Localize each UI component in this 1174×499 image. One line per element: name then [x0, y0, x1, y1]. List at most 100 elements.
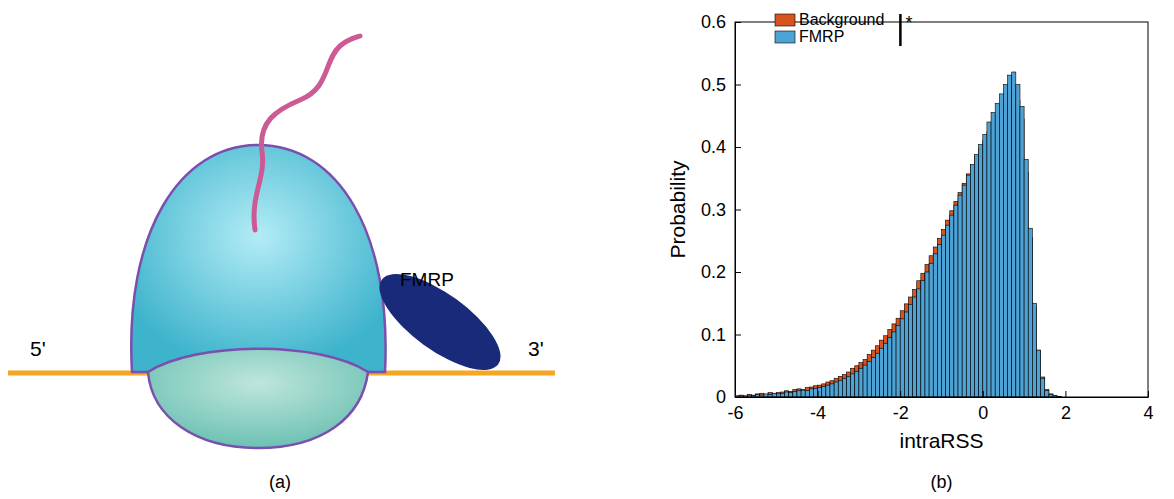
y-axis-title: Probability: [666, 160, 689, 259]
histogram-bar: [838, 376, 842, 397]
histogram-bar: [880, 340, 884, 397]
histogram-bar: [1016, 85, 1020, 398]
histogram-bar: [859, 368, 863, 397]
histogram-bar: [863, 360, 867, 398]
histogram-bar: [1012, 72, 1016, 397]
histogram-bar: [958, 195, 962, 397]
histogram-bar: [954, 205, 958, 397]
legend-entry: FMRP: [775, 28, 844, 45]
histogram-bar: [1008, 75, 1012, 397]
legend: BackgroundFMRP *: [775, 11, 912, 46]
y-tick: 0.1: [701, 325, 741, 345]
tick-mark: [983, 391, 984, 397]
histogram-bar: [970, 165, 974, 398]
histogram-bar: [962, 185, 966, 397]
histogram-bar: [818, 388, 822, 397]
histogram-bar: [789, 391, 793, 397]
histogram-bar: [896, 318, 900, 397]
histogram-bar: [987, 122, 991, 397]
tick-label: 0: [978, 403, 988, 423]
histogram-bar: [1032, 303, 1036, 397]
x-tick: -2: [893, 391, 909, 423]
tick-mark: [900, 391, 901, 397]
histogram-bar: [809, 387, 813, 397]
histogram-bar: [776, 393, 780, 397]
histogram-bar: [896, 326, 900, 397]
histogram-bar: [962, 183, 966, 397]
histogram-bar: [900, 319, 904, 397]
histogram-bar: [884, 336, 888, 397]
histogram-bar: [797, 391, 801, 397]
histogram-bar: [892, 332, 896, 397]
histogram-bar: [888, 338, 892, 397]
histogram-bar: [1036, 350, 1040, 397]
histogram-bar: [826, 385, 830, 397]
histogram-bar: [937, 245, 941, 398]
histogram-bar: [797, 389, 801, 397]
tick-label: 0.3: [701, 200, 726, 220]
histogram-bar: [913, 297, 917, 397]
histogram-bar: [871, 350, 875, 397]
histogram-bar: [838, 381, 842, 397]
histogram-bar: [851, 368, 855, 397]
histogram-bar: [813, 388, 817, 397]
histogram-bar: [921, 273, 925, 397]
histogram-bar: [1024, 160, 1028, 398]
tick-mark: [735, 335, 741, 336]
histogram-bar: [946, 225, 950, 397]
tick-mark: [1065, 391, 1066, 397]
histogram-bar: [822, 386, 826, 397]
significance-mark: *: [905, 13, 912, 33]
panel-label: (a): [269, 472, 291, 492]
histogram-bar: [785, 391, 789, 397]
y-tick: 0.3: [701, 200, 741, 220]
histogram-bar: [958, 193, 962, 397]
figure: 5'3'FMRP(a)-6-4-202400.10.20.30.40.50.6i…: [0, 0, 1174, 499]
histogram-bar: [1003, 85, 1007, 398]
histogram-bar: [888, 330, 892, 398]
histogram-bar: [855, 366, 859, 397]
x-tick: 2: [1061, 391, 1071, 423]
legend-swatch: [775, 31, 795, 43]
histogram-bar: [834, 378, 838, 397]
tick-label: 0.5: [701, 75, 726, 95]
tick-mark: [735, 85, 741, 86]
histogram-bar: [900, 311, 904, 397]
tick-mark: [735, 147, 741, 148]
histogram-bar: [826, 382, 830, 397]
histogram-bar: [867, 355, 871, 398]
histogram-bar: [884, 343, 888, 397]
y-tick: 0.2: [701, 262, 741, 282]
histogram-bar: [1036, 350, 1040, 397]
tick-label: 0: [716, 387, 726, 407]
histogram-bar: [801, 390, 805, 397]
histogram-bar: [950, 215, 954, 397]
y-tick: 0.4: [701, 137, 741, 157]
histogram-bar: [760, 393, 764, 397]
histogram-bar: [950, 211, 954, 397]
histogram-bar: [875, 353, 879, 397]
legend-swatch: [775, 14, 795, 26]
histogram-bar: [851, 374, 855, 397]
histogram-bar: [793, 390, 797, 398]
histogram-bar: [822, 384, 826, 397]
tick-mark: [735, 22, 741, 23]
y-tick: 0.5: [701, 75, 741, 95]
histogram-bar: [847, 376, 851, 397]
histogram-bar: [830, 384, 834, 397]
bars: [735, 72, 1061, 397]
panel-label: (b): [931, 472, 953, 492]
y-tick: 0.6: [701, 12, 741, 32]
histogram-bar: [1028, 228, 1032, 397]
y-tick: 0: [716, 387, 741, 407]
fmrp-label: FMRP: [400, 269, 454, 290]
histogram-bar: [921, 281, 925, 397]
histogram-bar: [772, 393, 776, 397]
histogram-bar: [999, 94, 1003, 397]
histogram-bar: [991, 113, 995, 397]
histogram-bar: [966, 174, 970, 397]
legend-label: Background: [799, 11, 884, 28]
histogram-bar: [834, 382, 838, 397]
histogram-bar: [942, 235, 946, 397]
three-prime-label: 3': [528, 337, 544, 360]
